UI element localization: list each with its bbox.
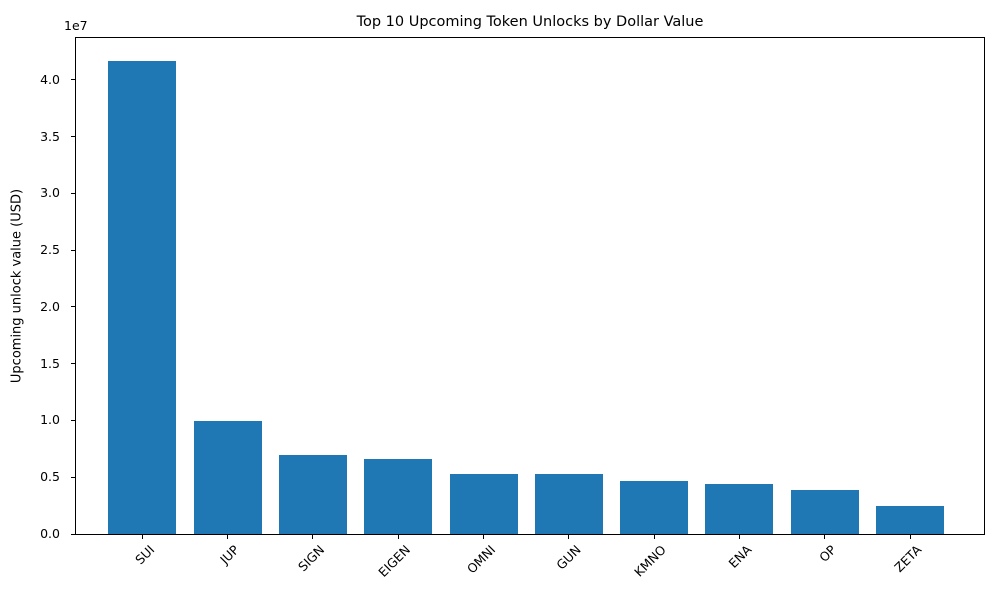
y-tick-mark [71,136,75,138]
plot-area [75,37,985,535]
x-tick-label-sign: SIGN [295,542,328,575]
bar-sui [108,60,177,534]
x-tick-label-zeta: ZETA [891,542,925,576]
x-tick-label-eigen: EIGEN [374,542,413,580]
x-tick-mark [227,535,229,539]
y-tick-mark [71,363,75,365]
x-tick-mark [568,535,570,539]
bar-gun [534,474,603,534]
x-tick-mark [397,535,399,539]
x-tick-label-ena: ENA [725,542,754,571]
x-tick-label-op: OP [816,542,840,565]
bar-eigen [364,459,433,534]
y-tick-label-4.0: 4.0 [40,71,60,87]
bar-sign [278,455,347,534]
bar-kmno [620,481,689,534]
x-tick-label-omni: OMNI [463,542,499,577]
x-tick-mark [824,535,826,539]
y-tick-mark [71,249,75,251]
y-tick-label-2.5: 2.5 [40,242,60,258]
y-tick-label-0.0: 0.0 [40,526,60,541]
x-tick-label-sui: SUI [131,542,157,568]
chart-title: Top 10 Upcoming Token Unlocks by Dollar … [356,14,704,30]
bar-zeta [876,505,944,534]
x-tick-label-kmno: KMNO [631,542,669,580]
x-tick-mark [653,535,655,539]
x-tick-label-gun: GUN [552,542,584,573]
x-tick-mark [483,535,484,539]
y-tick-mark [71,476,75,478]
y-tick-mark [71,533,75,535]
x-tick-mark [312,535,314,539]
y-tick-label-1.0: 1.0 [40,412,60,428]
bar-omni [449,473,518,534]
y-tick-label-1.5: 1.5 [40,355,60,371]
x-tick-mark [738,535,740,539]
y-axis-offset-label: 1e7 [64,18,88,33]
y-tick-mark [71,79,75,81]
y-tick-label-3.5: 3.5 [40,128,60,144]
x-tick-label-jup: JUP [217,542,243,568]
x-tick-mark [909,535,911,539]
y-tick-mark [71,306,75,308]
bar-jup [193,420,262,534]
y-axis-label: Upcoming unlock value (USD) [9,188,25,384]
bar-ena [705,483,774,534]
bar-op [790,489,859,534]
x-tick-mark [141,535,143,539]
y-tick-label-3.0: 3.0 [40,185,60,201]
y-tick-label-0.5: 0.5 [40,469,60,485]
y-tick-mark [71,192,75,194]
y-tick-mark [71,419,75,421]
y-tick-label-2.0: 2.0 [40,298,60,314]
